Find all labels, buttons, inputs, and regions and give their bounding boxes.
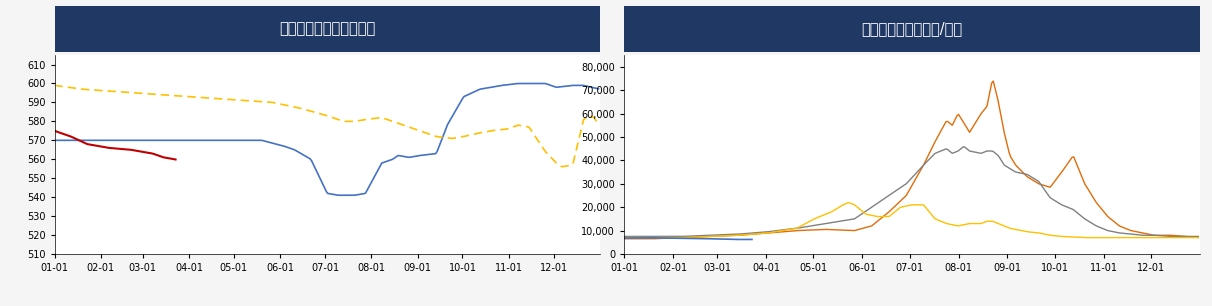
Legend: 2021, 2022, 2023: 2021, 2022, 2023 <box>215 301 440 306</box>
Text: 溪洛渡水电站水位（米）: 溪洛渡水电站水位（米） <box>279 21 376 37</box>
Text: 三峡入库量（立方米/秒）: 三峡入库量（立方米/秒） <box>862 21 962 37</box>
Legend: 2020, 2021, 2022, 2023: 2020, 2021, 2022, 2023 <box>761 301 1063 306</box>
